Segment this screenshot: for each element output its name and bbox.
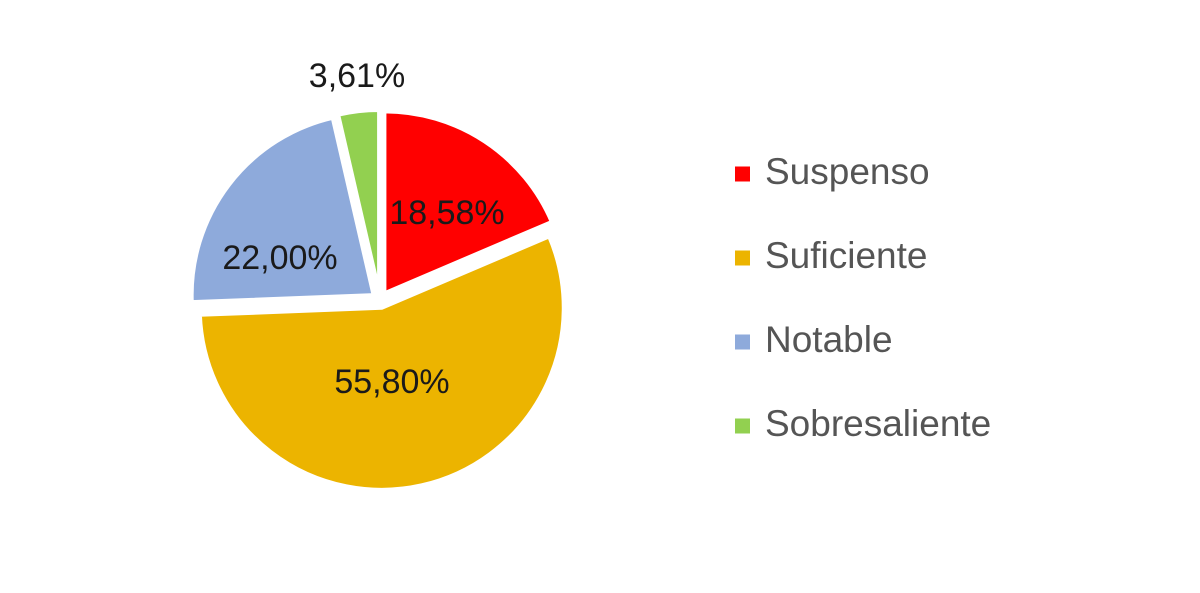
legend-label: Suficiente (765, 235, 928, 276)
legend-swatch (735, 418, 750, 434)
legend-label: Notable (765, 319, 893, 360)
legend-label: Sobresaliente (765, 403, 991, 444)
legend-item-notable: Notable (735, 319, 893, 360)
legend-swatch (735, 166, 750, 182)
legend-label: Suspenso (765, 151, 930, 192)
legend-item-sobresaliente: Sobresaliente (735, 403, 991, 444)
pie-slice-notable (189, 115, 376, 305)
pie-slice-suficiente (197, 234, 566, 492)
pie-slice-suspenso (382, 109, 554, 296)
pie-slices (189, 108, 566, 492)
slice-label-sobresaliente: 3,61% (309, 57, 405, 95)
slice-label-suspenso: 18,58% (389, 194, 504, 232)
legend-swatch (735, 250, 750, 266)
legend: Suspenso Suficiente Notable Sobresaliente (735, 151, 991, 444)
legend-item-suspenso: Suspenso (735, 151, 930, 192)
legend-swatch (735, 334, 750, 350)
slice-label-suficiente: 55,80% (334, 363, 449, 401)
slice-labels: 18,58% 55,80% 22,00% 3,61% (222, 57, 504, 401)
pie-slice-sobresaliente (336, 108, 382, 295)
legend-item-suficiente: Suficiente (735, 235, 928, 276)
slice-label-notable: 22,00% (222, 239, 337, 277)
